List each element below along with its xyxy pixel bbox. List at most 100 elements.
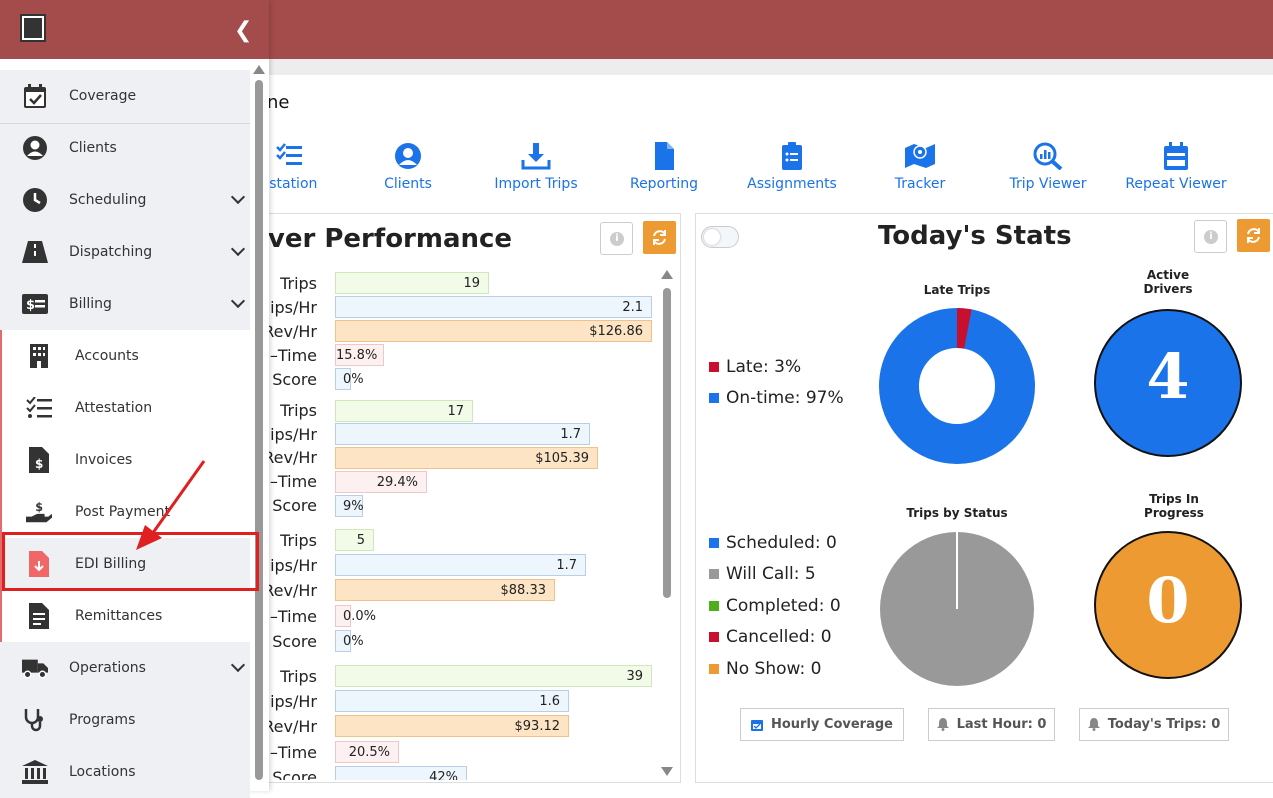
stethoscope-icon	[22, 707, 48, 733]
trips-hr-label: ips/Hr	[270, 425, 317, 444]
stats-info-button[interactable]: i	[1194, 220, 1227, 253]
active-drivers-value: 4	[1146, 340, 1190, 413]
quick-link-tracker[interactable]: Tracker	[860, 142, 980, 192]
sidebar-item-accounts[interactable]: Accounts	[2, 330, 250, 382]
sidebar-item-label: Invoices	[75, 452, 133, 468]
sidebar-item-clients[interactable]: Clients	[0, 122, 250, 174]
map-icon	[905, 144, 935, 168]
quick-link-label: Import Trips	[494, 176, 578, 192]
page-title: ne	[267, 92, 290, 113]
refresh-icon	[653, 230, 666, 245]
legend-swatch	[709, 361, 719, 372]
sidebar-item-edi-billing[interactable]: EDI Billing	[2, 538, 250, 590]
bell-icon	[1087, 718, 1100, 731]
rev-hr-bar: $88.33	[335, 579, 555, 601]
quick-link-label: Repeat Viewer	[1125, 176, 1227, 192]
stats-refresh-button[interactable]	[1237, 219, 1270, 252]
legend-swatch	[709, 632, 719, 643]
quick-link-import-trips[interactable]: Import Trips	[476, 142, 596, 192]
collapse-sidebar-icon[interactable]: ❮	[234, 18, 253, 43]
quick-link-label: Reporting	[629, 176, 699, 192]
quick-link-label: Tracker	[894, 176, 946, 192]
score-label: Score	[272, 370, 317, 389]
score-label: Score	[272, 496, 317, 515]
clipboard-list-icon	[782, 142, 802, 170]
sidebar-item-label: Clients	[69, 140, 117, 156]
sidebar-item-programs[interactable]: Programs	[0, 694, 250, 746]
chevron-down-icon[interactable]	[230, 241, 246, 257]
trips-by-status-pie	[880, 532, 1034, 686]
trips-hr-label: ips/Hr	[270, 556, 317, 575]
performance-scrollbar[interactable]	[661, 270, 673, 780]
late-trips-caption: Late Trips	[923, 283, 991, 297]
rev-hr-label: Rev/Hr	[263, 717, 317, 736]
checklist-icon	[26, 395, 52, 421]
sidebar-item-remittances[interactable]: Remittances	[2, 590, 250, 642]
sidebar-item-invoices[interactable]: $ Invoices	[2, 434, 250, 486]
on-time-bar: 20.5%	[335, 741, 399, 763]
sidebar-item-label: Billing	[69, 296, 112, 312]
button-label: Today's Trips: 0	[1107, 717, 1221, 732]
sidebar-item-label: Coverage	[69, 88, 137, 104]
info-button[interactable]: i	[600, 222, 633, 255]
scroll-down-icon[interactable]	[661, 767, 673, 776]
legend-swatch	[709, 600, 719, 611]
sidebar-item-dispatching[interactable]: Dispatching	[0, 226, 250, 278]
sidebar-menu: Coverage Clients Scheduling Dispatching …	[0, 70, 250, 798]
active-drivers-circle	[1094, 309, 1242, 457]
legend-item-will-call: Will Call: 5	[709, 559, 841, 591]
quick-link-repeat-viewer[interactable]: Repeat Viewer	[1116, 142, 1236, 192]
quick-link-attestation[interactable]: estation	[229, 142, 349, 192]
on-time-label: –Time	[269, 346, 317, 365]
app-logo[interactable]	[20, 14, 46, 42]
trips-bar: 39	[335, 665, 652, 687]
download-icon	[521, 143, 551, 170]
quick-link-trip-viewer[interactable]: Trip Viewer	[988, 142, 1108, 192]
sidebar-item-scheduling[interactable]: Scheduling	[0, 174, 250, 226]
quick-link-clients[interactable]: Clients	[348, 142, 468, 192]
button-label: Hourly Coverage	[770, 717, 893, 732]
top-bar-divider	[0, 59, 1273, 75]
late-trips-donut	[879, 308, 1035, 464]
sidebar-item-label: Accounts	[75, 348, 139, 364]
scrollbar-thumb[interactable]	[255, 80, 263, 780]
sidebar-item-operations[interactable]: Operations	[0, 642, 250, 694]
quick-link-reporting[interactable]: Reporting	[604, 142, 724, 192]
sidebar-item-post-payment[interactable]: $ Post Payment	[2, 486, 250, 538]
last-hour-button[interactable]: Last Hour: 0	[928, 708, 1055, 741]
on-time-label: –Time	[269, 472, 317, 491]
chevron-down-icon[interactable]	[230, 657, 246, 673]
legend-item-completed: Completed: 0	[709, 590, 841, 622]
scrollbar-thumb[interactable]	[663, 288, 671, 598]
rev-hr-bar: $126.86	[335, 320, 652, 342]
scroll-up-icon[interactable]	[253, 65, 265, 74]
stats-toggle[interactable]	[701, 226, 739, 248]
legend-item-on-time: On-time: 97%	[709, 383, 844, 415]
clock-icon	[22, 187, 48, 213]
sidebar-item-billing[interactable]: $ Billing	[0, 278, 250, 330]
scroll-up-icon[interactable]	[661, 270, 673, 279]
todays-trips-button[interactable]: Today's Trips: 0	[1079, 708, 1229, 741]
on-time-label: –Time	[269, 607, 317, 626]
chevron-down-icon[interactable]	[230, 293, 246, 309]
quick-link-assignments[interactable]: Assignments	[732, 142, 852, 192]
sidebar-header: ❮	[0, 0, 269, 59]
hourly-coverage-button[interactable]: Hourly Coverage	[740, 708, 904, 741]
sidebar-item-locations[interactable]: Locations	[0, 746, 250, 798]
refresh-button[interactable]	[643, 221, 676, 254]
rev-hr-label: Rev/Hr	[263, 322, 317, 341]
trips-label: Trips	[280, 274, 317, 293]
trips-status-legend: Scheduled: 0 Will Call: 5 Completed: 0 C…	[709, 527, 841, 685]
rev-hr-bar: $105.39	[335, 447, 598, 469]
legend-item-cancelled: Cancelled: 0	[709, 622, 841, 654]
sidebar-item-attestation[interactable]: Attestation	[2, 382, 250, 434]
trips-hr-bar: 2.1	[335, 296, 652, 318]
building-icon	[26, 343, 52, 369]
rev-hr-label: Rev/Hr	[263, 581, 317, 600]
chevron-down-icon[interactable]	[230, 189, 246, 205]
sidebar-scrollbar[interactable]	[253, 65, 265, 785]
sidebar-item-label: Operations	[69, 660, 146, 676]
driver-performance-list: Trips 19 ips/Hr 2.1 Rev/Hr $126.86 –Time…	[255, 270, 655, 780]
sidebar-item-coverage[interactable]: Coverage	[0, 70, 250, 122]
trips-bar: 19	[335, 272, 489, 294]
